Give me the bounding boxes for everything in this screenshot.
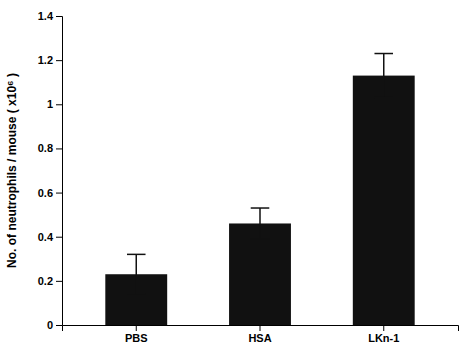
- y-axis: 0 0.2 0.4 0.6 0.8 1 1.2 1.4: [38, 10, 63, 331]
- error-bar-cap: [251, 207, 270, 209]
- x-tick: LKn-1: [368, 325, 399, 344]
- error-bar-stem: [259, 208, 261, 239]
- x-tick-mark: [136, 325, 137, 331]
- x-tick-label: LKn-1: [368, 332, 399, 344]
- y-axis-title: No. of neutrophils / mouse ( x10⁶ ): [5, 73, 19, 268]
- error-bar-cap: [127, 254, 146, 256]
- y-tick: 0.6: [38, 187, 62, 199]
- bar: [353, 76, 415, 325]
- y-tick-label: 0: [47, 319, 53, 331]
- y-tick-label: 0.8: [38, 142, 53, 154]
- bar: [229, 223, 291, 325]
- error-bar: [251, 208, 270, 239]
- error-bar-cap: [251, 238, 270, 240]
- error-bar: [127, 254, 146, 294]
- x-tick-mark: [260, 325, 261, 331]
- x-axis: PBS HSA LKn-1: [63, 325, 459, 344]
- error-bar-cap: [374, 97, 393, 99]
- y-tick-mark: [56, 237, 62, 238]
- x-tick: HSA: [248, 325, 271, 344]
- y-tick-mark: [56, 325, 62, 326]
- y-tick-label: 0.4: [38, 231, 54, 243]
- y-tick-label: 1.2: [38, 54, 53, 66]
- y-tick-mark: [56, 60, 62, 61]
- error-bar-stem: [383, 54, 385, 98]
- y-tick: 0.4: [38, 231, 62, 243]
- marks: [105, 54, 414, 325]
- error-bar-cap: [127, 293, 146, 295]
- error-bar-cap: [374, 53, 393, 55]
- y-tick-mark: [56, 16, 62, 17]
- x-axis-line: [63, 326, 459, 332]
- y-tick: 0: [47, 319, 62, 331]
- error-bar-stem: [136, 254, 138, 294]
- x-tick: PBS: [125, 325, 148, 344]
- y-tick-label: 0.6: [38, 187, 53, 199]
- y-tick-label: 0.2: [38, 275, 53, 287]
- x-tick-label: PBS: [125, 332, 148, 344]
- y-axis-line: [56, 17, 63, 326]
- x-tick-mark: [383, 325, 384, 331]
- y-tick-mark: [56, 281, 62, 282]
- y-tick-mark: [56, 104, 62, 105]
- y-tick: 0.2: [38, 275, 62, 287]
- y-tick: 1.4: [38, 10, 62, 22]
- chart: PBS HSA LKn-1 0 0.2 0.4 0.6 0.8 1 1.2 1.4 No. of ne…: [0, 0, 474, 357]
- error-bar: [374, 54, 393, 98]
- y-tick: 0.8: [38, 142, 62, 154]
- y-tick: 1: [47, 98, 62, 110]
- y-tick-label: 1: [47, 98, 53, 110]
- plot: PBS HSA LKn-1 0 0.2 0.4 0.6 0.8 1 1.2 1.4: [38, 10, 459, 344]
- x-tick-label: HSA: [248, 332, 271, 344]
- y-tick-mark: [56, 193, 62, 194]
- y-tick-mark: [56, 148, 62, 149]
- y-tick: 1.2: [38, 54, 62, 66]
- y-tick-label: 1.4: [38, 10, 54, 22]
